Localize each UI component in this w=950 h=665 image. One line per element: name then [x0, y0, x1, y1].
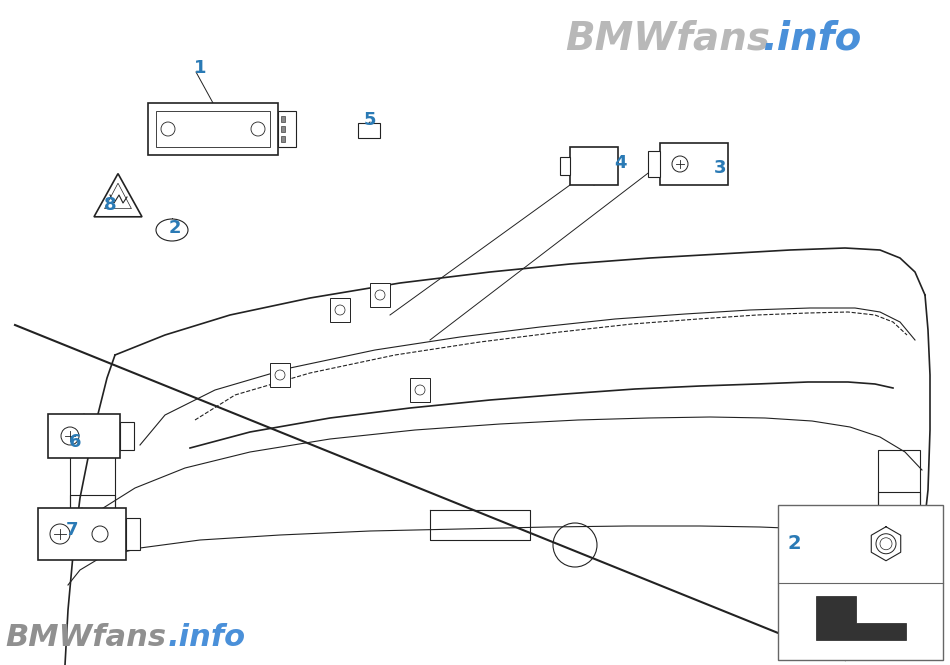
Text: .info: .info — [762, 19, 862, 57]
Bar — [778, 505, 943, 660]
Bar — [281, 116, 285, 122]
Text: 8: 8 — [104, 196, 116, 214]
Text: 1: 1 — [194, 59, 206, 77]
Bar — [410, 378, 430, 402]
Text: 6: 6 — [68, 433, 82, 451]
Polygon shape — [815, 596, 905, 640]
Text: 7: 7 — [66, 521, 78, 539]
Bar — [120, 422, 134, 450]
Bar — [370, 283, 390, 307]
Text: 4: 4 — [614, 154, 626, 172]
Text: 5: 5 — [364, 111, 376, 129]
Bar — [560, 157, 570, 175]
Bar — [270, 363, 290, 387]
Bar — [570, 147, 618, 185]
Bar — [156, 111, 270, 147]
Bar — [281, 126, 285, 132]
Bar — [148, 103, 278, 155]
Text: BMWfans: BMWfans — [5, 624, 166, 652]
Bar — [70, 495, 115, 535]
Text: 3: 3 — [713, 159, 726, 177]
Bar — [358, 123, 380, 138]
Bar — [330, 298, 350, 322]
Bar — [38, 508, 126, 560]
Text: BMWfans: BMWfans — [565, 19, 770, 57]
Ellipse shape — [156, 219, 188, 241]
Text: .info: .info — [168, 624, 246, 652]
Bar — [660, 143, 728, 185]
Polygon shape — [94, 174, 142, 217]
Bar — [648, 151, 660, 177]
Bar — [126, 518, 140, 550]
Bar — [70, 450, 115, 535]
Bar — [878, 450, 920, 530]
Bar — [281, 136, 285, 142]
Bar — [878, 492, 920, 530]
Bar — [48, 414, 120, 458]
Bar — [278, 111, 296, 147]
Text: 2: 2 — [169, 219, 181, 237]
Text: 2: 2 — [788, 534, 801, 553]
